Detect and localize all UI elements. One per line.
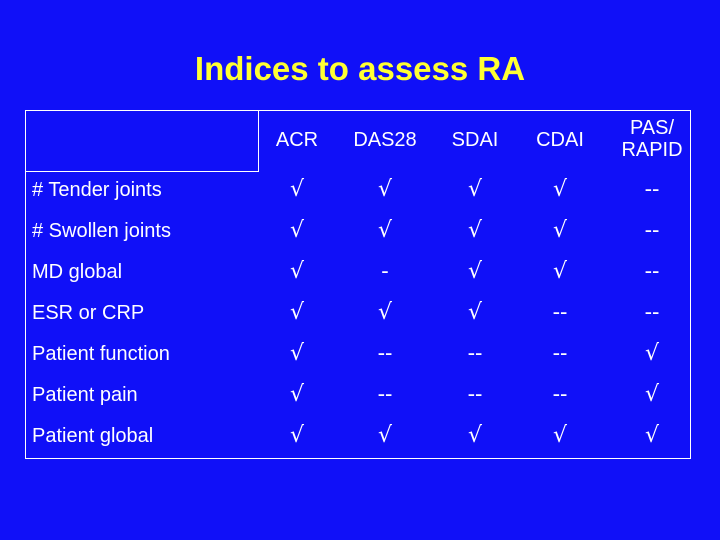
cell-value: √ xyxy=(289,218,305,243)
cell-value: -- xyxy=(467,382,483,407)
cell-value: -- xyxy=(552,382,568,407)
row-label: Patient global xyxy=(32,425,154,447)
table-border xyxy=(25,110,691,459)
column-header: DAS28 xyxy=(353,129,417,151)
slide-title: Indices to assess RA xyxy=(194,50,526,87)
row-label: Patient function xyxy=(32,343,170,365)
cell-value: -- xyxy=(644,259,660,284)
cell-value: √ xyxy=(289,177,305,202)
cell-value: √ xyxy=(289,259,305,284)
cell-value: -- xyxy=(377,341,393,366)
cell-value: √ xyxy=(467,259,483,284)
row-label: Patient pain xyxy=(32,384,138,406)
row-label: # Tender joints xyxy=(32,179,162,201)
cell-value: √ xyxy=(289,300,305,325)
cell-value: √ xyxy=(467,300,483,325)
cell-value: √ xyxy=(644,423,660,448)
cell-value: √ xyxy=(552,218,568,243)
row-label: MD global xyxy=(32,261,123,283)
column-header: SDAI xyxy=(451,129,499,151)
cell-value: √ xyxy=(289,423,305,448)
cell-value: - xyxy=(381,259,389,284)
cell-value: -- xyxy=(377,382,393,407)
cell-value: √ xyxy=(467,423,483,448)
cell-value: -- xyxy=(467,341,483,366)
cell-value: √ xyxy=(377,423,393,448)
cell-value: √ xyxy=(377,300,393,325)
column-header: ACR xyxy=(275,129,319,151)
column-header: PAS/ RAPID xyxy=(621,117,683,161)
cell-value: -- xyxy=(552,300,568,325)
cell-value: -- xyxy=(644,177,660,202)
cell-value: -- xyxy=(644,218,660,243)
cell-value: √ xyxy=(552,423,568,448)
cell-value: -- xyxy=(552,341,568,366)
cell-value: √ xyxy=(467,177,483,202)
cell-value: √ xyxy=(289,341,305,366)
row-label: ESR or CRP xyxy=(32,302,145,324)
cell-value: √ xyxy=(377,177,393,202)
cell-value: √ xyxy=(377,218,393,243)
cell-value: √ xyxy=(467,218,483,243)
cell-value: √ xyxy=(644,341,660,366)
cell-value: √ xyxy=(552,177,568,202)
cell-value: √ xyxy=(289,382,305,407)
column-header: CDAI xyxy=(536,129,584,151)
cell-value: -- xyxy=(644,300,660,325)
cell-value: √ xyxy=(644,382,660,407)
row-label: # Swollen joints xyxy=(32,220,171,242)
header-corner xyxy=(25,110,259,172)
cell-value: √ xyxy=(552,259,568,284)
